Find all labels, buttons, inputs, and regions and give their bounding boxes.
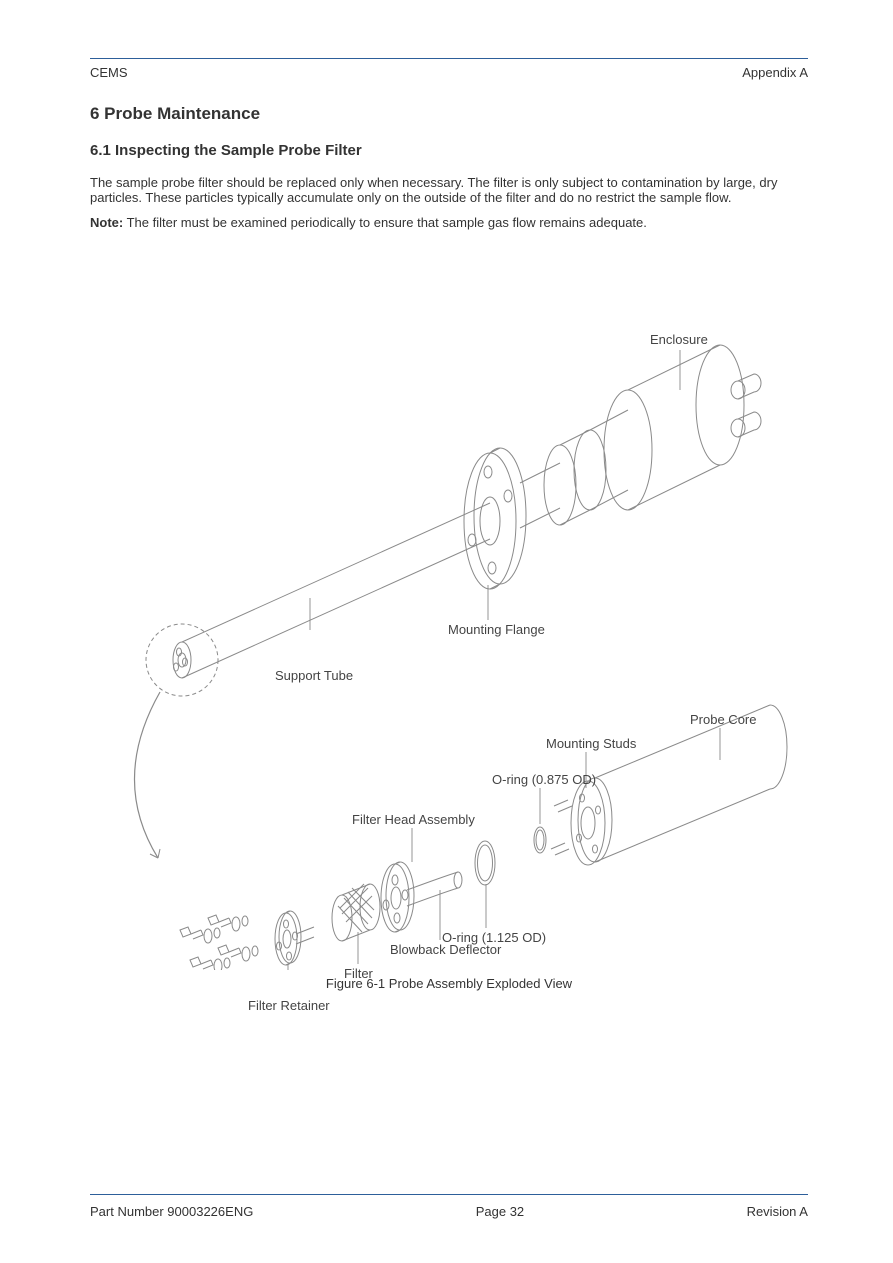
note-paragraph: Note: The filter must be examined period… [90, 215, 808, 230]
page-header: CEMS Appendix A [90, 65, 808, 80]
chapter-title: 6 Probe Maintenance [90, 104, 808, 124]
probe-exploded-diagram [90, 240, 810, 970]
callout-oring-1125: O-ring (1.125 OD) [442, 930, 546, 945]
header-left: CEMS [90, 65, 128, 80]
mounting-studs-shape [551, 800, 572, 855]
filter-retainer-shape [275, 911, 314, 965]
callout-enclosure: Enclosure [650, 332, 708, 347]
callout-oring-0875: O-ring (0.875 OD) [492, 772, 596, 787]
oring-0875-shape [534, 827, 546, 853]
footer-left: Part Number 90003226ENG [90, 1204, 253, 1219]
filter-shape [332, 884, 380, 941]
callout-filter-retainer: Filter Retainer [248, 998, 330, 1013]
enclosure-shape [604, 345, 761, 510]
figure-caption: Figure 6-1 Probe Assembly Exploded View [90, 976, 808, 991]
footer-right: Revision A [747, 1204, 808, 1219]
oring-1125-shape [475, 841, 495, 885]
mounting-flange-shape [464, 448, 526, 589]
callout-support-tube: Support Tube [275, 668, 353, 683]
page-footer: Part Number 90003226ENG Page 32 Revision… [90, 1204, 808, 1219]
bottom-rule [90, 1194, 808, 1195]
filter-head-shape [381, 862, 462, 932]
probe-core-shape [571, 705, 787, 865]
footer-center: Page 32 [476, 1204, 524, 1219]
tip-detail-circle [146, 624, 218, 696]
intro-paragraph: The sample probe filter should be replac… [90, 175, 808, 205]
callout-probe-core: Probe Core [690, 712, 756, 727]
note-body: The filter must be examined periodically… [127, 215, 647, 230]
callout-mounting-flange: Mounting Flange [448, 622, 545, 637]
figure-area: Enclosure Support Tube Mounting Flange M… [90, 240, 810, 970]
callout-mounting-studs: Mounting Studs [546, 736, 636, 751]
callout-filter: Filter [344, 966, 373, 981]
subchapter-title: 6.1 Inspecting the Sample Probe Filter [90, 142, 808, 159]
note-label: Note: [90, 215, 123, 230]
support-tube-shape [173, 503, 490, 678]
callout-filter-head-assy: Filter Head Assembly [352, 812, 475, 827]
bolts-washers-shape [180, 915, 258, 970]
detail-arrow [134, 692, 160, 858]
top-rule [90, 58, 808, 59]
header-right: Appendix A [742, 65, 808, 80]
